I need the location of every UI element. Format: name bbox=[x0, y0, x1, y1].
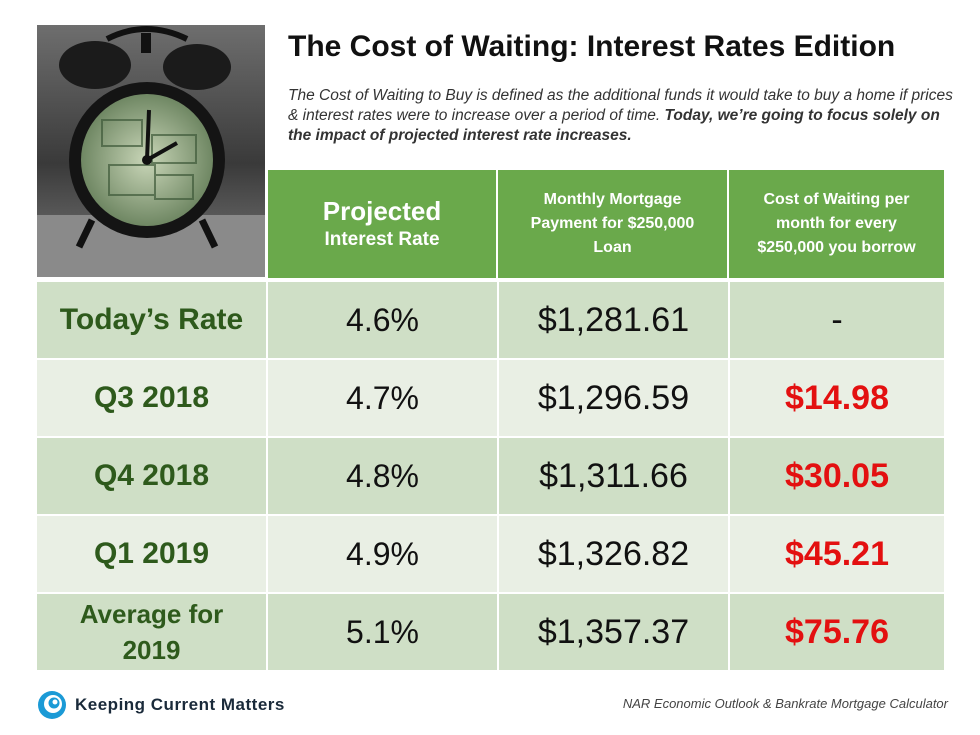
row-rate: 4.7% bbox=[266, 360, 497, 438]
logo-text: Keeping Current Matters bbox=[75, 695, 285, 714]
row-payment: $1,311.66 bbox=[497, 438, 728, 516]
row-period: Q3 2018 bbox=[37, 360, 266, 438]
header-rate-line1: Projected bbox=[322, 196, 442, 226]
row-period: Q4 2018 bbox=[37, 438, 266, 516]
header-rate-line2: Interest Rate bbox=[324, 229, 440, 250]
header-cost-label: Cost of Waiting per month for every $250… bbox=[757, 191, 916, 256]
subtitle-bold: Today, we’re going to focus solely on th… bbox=[288, 107, 940, 144]
row-cost: - bbox=[728, 282, 944, 360]
row-rate: 4.6% bbox=[266, 282, 497, 360]
source-note: NAR Economic Outlook & Bankrate Mortgage… bbox=[622, 696, 948, 711]
company-logo: Keeping Current Matters bbox=[37, 689, 285, 721]
row-payment: $1,296.59 bbox=[497, 360, 728, 438]
subtitle-regular: The Cost of Waiting to Buy is defined as… bbox=[288, 87, 953, 124]
subtitle: The Cost of Waiting to Buy is defined as… bbox=[288, 86, 963, 146]
row-rate: 4.8% bbox=[266, 438, 497, 516]
row-rate: 5.1% bbox=[266, 594, 497, 672]
table-row: Average for 2019 5.1% $1,357.37 $75.76 bbox=[37, 594, 944, 672]
header-cost-of-waiting: Cost of Waiting per month for every $250… bbox=[727, 170, 944, 278]
rate-table: Today’s Rate 4.6% $1,281.61 - Q3 2018 4.… bbox=[37, 282, 944, 672]
row-cost: $14.98 bbox=[728, 360, 944, 438]
row-period: Average for 2019 bbox=[37, 594, 266, 672]
row-payment: $1,326.82 bbox=[497, 516, 728, 594]
row-cost: $30.05 bbox=[728, 438, 944, 516]
header-payment-label: Monthly Mortgage Payment for $250,000 Lo… bbox=[530, 191, 695, 256]
row-period: Today’s Rate bbox=[37, 282, 266, 360]
row-rate: 4.9% bbox=[266, 516, 497, 594]
alarm-clock-money-image bbox=[37, 25, 265, 277]
table-row: Q3 2018 4.7% $1,296.59 $14.98 bbox=[37, 360, 944, 438]
row-payment: $1,357.37 bbox=[497, 594, 728, 672]
header-projected-rate: Projected Interest Rate bbox=[266, 170, 496, 278]
row-payment: $1,281.61 bbox=[497, 282, 728, 360]
table-row: Q1 2019 4.9% $1,326.82 $45.21 bbox=[37, 516, 944, 594]
table-row: Q4 2018 4.8% $1,311.66 $30.05 bbox=[37, 438, 944, 516]
row-cost: $75.76 bbox=[728, 594, 944, 672]
logo-swirl-icon bbox=[38, 691, 66, 719]
row-period: Q1 2019 bbox=[37, 516, 266, 594]
page-title: The Cost of Waiting: Interest Rates Edit… bbox=[288, 30, 896, 63]
table-row: Today’s Rate 4.6% $1,281.61 - bbox=[37, 282, 944, 360]
header-monthly-payment: Monthly Mortgage Payment for $250,000 Lo… bbox=[496, 170, 727, 278]
row-cost: $45.21 bbox=[728, 516, 944, 594]
